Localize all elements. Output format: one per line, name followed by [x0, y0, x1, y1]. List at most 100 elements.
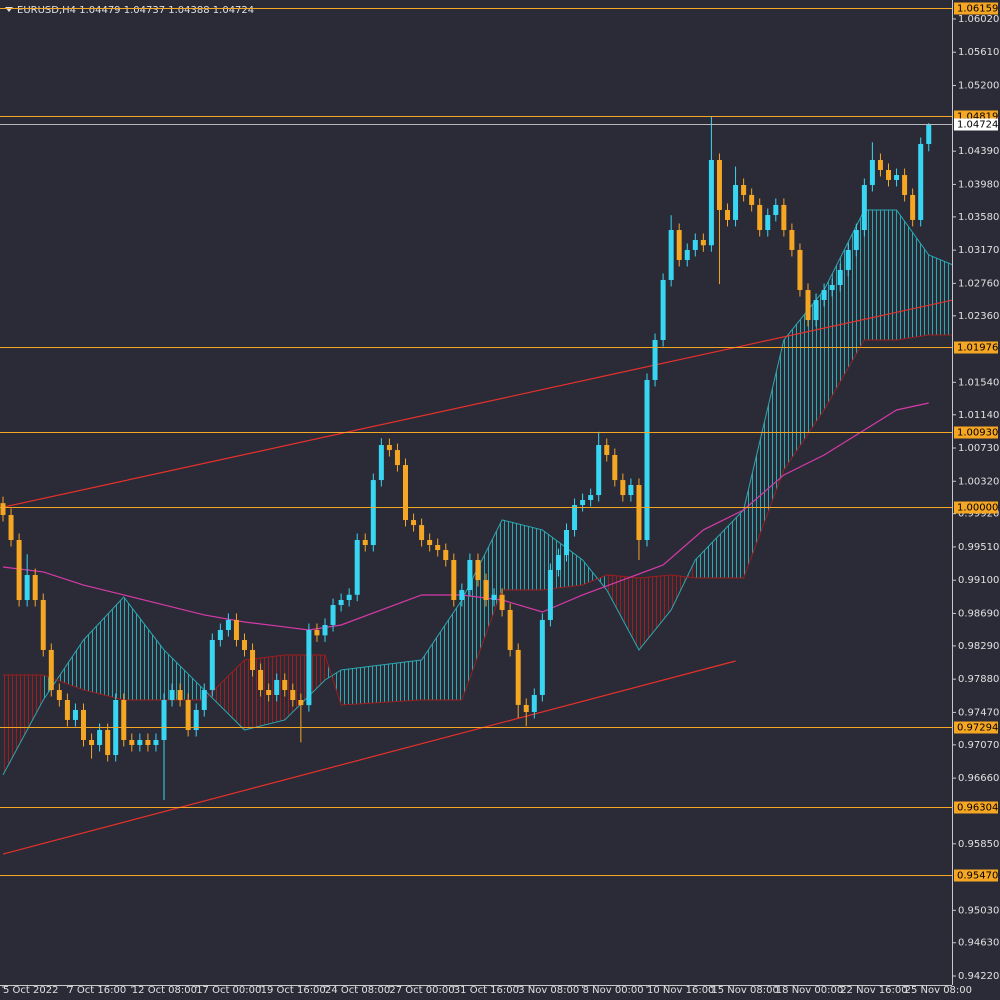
- cloud-segment: [83, 597, 124, 701]
- candle-body: [105, 730, 111, 755]
- candle-body: [733, 184, 739, 220]
- candle-body: [435, 545, 441, 551]
- candle-body: [451, 560, 457, 601]
- candle-body: [523, 704, 529, 713]
- y-tick-label: 0.98290: [958, 641, 999, 652]
- candle-body: [97, 730, 103, 746]
- candle-body: [596, 445, 602, 496]
- x-tick-label: 18 Nov 00:00: [776, 985, 843, 996]
- y-tick-label: 0.99920: [958, 509, 999, 520]
- candle-body: [902, 175, 908, 195]
- candle-body: [427, 539, 433, 546]
- candle-body: [129, 739, 135, 746]
- candle-body: [684, 249, 690, 261]
- candle-body: [837, 269, 843, 285]
- candle-body: [676, 230, 682, 261]
- x-tick-label: 25 Nov 08:00: [905, 985, 972, 996]
- y-tick-label: 1.00730: [958, 443, 999, 454]
- cloud-segment: [204, 660, 245, 731]
- y-tick-label: 0.99510: [958, 542, 999, 553]
- candle-body: [403, 465, 408, 521]
- candle-body: [24, 575, 30, 601]
- candle-body: [789, 230, 795, 250]
- candle-body: [507, 609, 513, 650]
- candle-body: [572, 505, 578, 531]
- x-tick-label: 22 Nov 16:00: [840, 985, 907, 996]
- candle-body: [499, 594, 505, 610]
- x-tick-label: 31 Oct 16:00: [454, 985, 519, 996]
- y-tick-label: 0.97470: [958, 707, 999, 718]
- candle-body: [861, 184, 867, 231]
- candle-body: [692, 239, 698, 250]
- candle-body: [805, 290, 811, 321]
- cloud-segment: [341, 660, 422, 705]
- candle-body: [475, 560, 481, 581]
- candle-body: [829, 284, 835, 291]
- x-tick-label: 3 Nov 08:00: [518, 985, 579, 996]
- y-tick-label: 0.97070: [958, 740, 999, 751]
- y-tick-label: 1.03170: [958, 245, 999, 256]
- candle-body: [813, 300, 819, 321]
- level-label: 1.00930: [957, 428, 998, 439]
- candle-body: [8, 515, 14, 540]
- candle-body: [48, 649, 54, 691]
- cloud-segment: [421, 600, 462, 701]
- level-label-box: [954, 341, 998, 354]
- level-label-box: [954, 2, 998, 15]
- candle-body: [781, 204, 787, 231]
- y-tick-label: 1.01140: [958, 410, 999, 421]
- candle-body: [32, 575, 38, 601]
- candle-body: [636, 484, 642, 540]
- candle-body: [910, 194, 916, 220]
- bid-label-box: [954, 118, 998, 131]
- y-tick-label: 0.95850: [958, 839, 999, 850]
- candle-body: [0, 503, 6, 516]
- candle-body: [918, 143, 924, 220]
- candle-body: [314, 630, 320, 636]
- candle-body: [668, 230, 674, 280]
- candle-body: [515, 649, 521, 705]
- level-label: 1.00000: [957, 503, 998, 514]
- candle-body: [459, 590, 465, 601]
- chart-title: EURUSD,H4 1.04479 1.04737 1.04388 1.0472…: [17, 5, 254, 16]
- y-tick-label: 1.02760: [958, 278, 999, 289]
- candle-body: [322, 624, 328, 636]
- candle-body: [700, 239, 706, 246]
- candle-body: [193, 709, 199, 731]
- y-tick-label: 1.03580: [958, 212, 999, 223]
- cloud-segment: [864, 209, 897, 340]
- level-label: 1.06159: [957, 4, 998, 15]
- candle-body: [443, 550, 449, 561]
- candle-body: [338, 600, 344, 606]
- candle-body: [491, 594, 497, 601]
- cloud-segment: [638, 574, 672, 650]
- candle-body: [539, 619, 545, 695]
- candle-body: [282, 679, 288, 691]
- candle-body: [644, 379, 650, 540]
- candle-body: [121, 700, 127, 740]
- candle-body: [467, 560, 473, 591]
- candle-body: [362, 539, 368, 546]
- candle-body: [242, 639, 247, 650]
- candle-body: [81, 709, 86, 740]
- level-label: 0.95470: [957, 871, 998, 882]
- candle-body: [298, 700, 304, 706]
- candle-body: [217, 630, 223, 640]
- candle-body: [250, 649, 256, 670]
- candle-body: [773, 204, 779, 216]
- candle-body: [161, 700, 167, 740]
- x-tick-label: 12 Oct 08:00: [132, 985, 197, 996]
- y-tick-label: 0.94630: [958, 938, 999, 949]
- cloud-segment: [606, 574, 639, 650]
- candle-body: [16, 539, 22, 601]
- y-tick-label: 1.00320: [958, 476, 999, 487]
- cloud-segment: [743, 339, 784, 578]
- cloud-edge: [2, 209, 952, 776]
- level-label-box: [954, 801, 998, 814]
- price-axis: 1.06020 1.05610 1.05200 1.04390 1.03980 1.035…: [952, 14, 999, 982]
- candle-body: [330, 605, 336, 625]
- candle-body: [604, 445, 610, 455]
- candle-body: [821, 290, 827, 301]
